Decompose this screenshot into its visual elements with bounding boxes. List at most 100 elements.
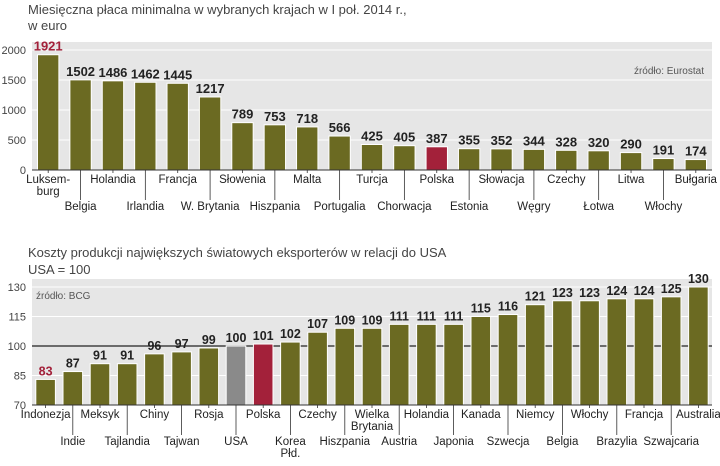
chart2-value-label: 109 xyxy=(362,313,383,327)
chart1-ytick-label: 0 xyxy=(20,165,26,177)
chart2-bar xyxy=(579,300,600,406)
chart2-title: Koszty produkcji największych światowych… xyxy=(28,245,447,260)
chart2-bar xyxy=(62,371,84,406)
chart2-bar xyxy=(416,323,437,406)
chart1-value-label: 1502 xyxy=(66,64,95,79)
chart1-xtick-label: Luksem- xyxy=(26,174,70,186)
chart2-subtitle: USA = 100 xyxy=(28,262,91,277)
chart1-xtick-label: Turcja xyxy=(356,174,388,186)
chart1-bar xyxy=(652,158,675,171)
chart2-source: źródło: BCG xyxy=(36,291,91,302)
chart1-value-label: 1217 xyxy=(196,81,225,96)
chart2-xtick-label: Kanada xyxy=(461,409,501,421)
chart2-bar xyxy=(660,296,682,406)
chart1-bar xyxy=(587,150,610,171)
chart1-source: źródło: Eurostat xyxy=(634,66,704,77)
chart1-xtick-label: Słowenia xyxy=(219,174,266,186)
chart2-ytick-label: 85 xyxy=(14,371,26,383)
chart2-xtick-label: Płd. xyxy=(280,448,300,460)
chart2-xtick-label: Wielka xyxy=(355,409,390,421)
chart1-title: Miesięczna płaca minimalna w wybranych k… xyxy=(28,2,407,17)
chart1-bar xyxy=(619,152,643,171)
chart2-bar xyxy=(497,314,519,406)
chart2-bar xyxy=(361,327,383,406)
chart1-xtick-label: Bułgaria xyxy=(675,174,718,186)
chart1-xtick-label: Czechy xyxy=(547,174,586,186)
chart2-xtick-label: Włochy xyxy=(571,409,609,421)
chart2-value-label: 102 xyxy=(280,327,301,341)
chart1-bar xyxy=(360,144,384,171)
chart1-value-label: 1462 xyxy=(131,66,160,81)
chart2-value-label: 124 xyxy=(634,284,655,298)
chart1-xtick-label: Słowacja xyxy=(479,174,526,186)
chart2-value-label: 111 xyxy=(444,309,464,323)
chart1-bar xyxy=(457,148,481,171)
chart2-xtick-label: Meksyk xyxy=(81,409,120,421)
chart2-bar xyxy=(225,345,247,406)
chart2-xtick-label: Australia xyxy=(676,409,720,421)
chart1-value-label: 355 xyxy=(458,133,480,148)
chart1-bar xyxy=(37,54,60,171)
chart1-xtick-label: Irlandia xyxy=(126,201,164,213)
chart1-value-label: 1921 xyxy=(34,39,63,54)
chart2-value-label: 91 xyxy=(93,349,107,363)
chart1-xtick-label: Polska xyxy=(419,174,454,186)
chart2-xtick-label: Brazylia xyxy=(596,436,638,448)
chart1-xtick-label: burg xyxy=(37,186,60,198)
chart2-bar xyxy=(116,363,138,406)
chart1-value-label: 320 xyxy=(588,135,610,150)
chart1-xtick-label: Włochy xyxy=(645,201,683,213)
chart2-xtick-label: Japonia xyxy=(433,436,474,448)
chart1-bar xyxy=(198,96,222,171)
chart1-bar xyxy=(101,80,125,171)
chart1-xtick-label: Portugalia xyxy=(314,201,366,213)
chart2-bar xyxy=(89,363,111,406)
chart1-value-label: 328 xyxy=(555,134,577,149)
chart2-bar xyxy=(606,298,628,406)
chart2-value-label: 91 xyxy=(120,349,134,363)
chart1-xtick-label: Łotwa xyxy=(583,201,614,213)
chart1-xtick-label: Belgia xyxy=(65,201,98,213)
chart1-ytick-label: 500 xyxy=(8,135,26,147)
chart1-value-label: 174 xyxy=(685,144,707,159)
chart2-ytick-label: 100 xyxy=(8,341,26,353)
chart1-ytick-label: 2000 xyxy=(2,45,26,57)
chart1-xtick-label: Hiszpania xyxy=(250,201,301,213)
chart2-ytick-label: 130 xyxy=(8,282,26,294)
chart1-ytick-label: 1000 xyxy=(2,105,26,117)
chart2-xtick-label: Austria xyxy=(381,436,417,448)
chart2-value-label: 121 xyxy=(525,290,546,304)
chart1-bar xyxy=(490,148,513,171)
chart2-value-label: 111 xyxy=(417,309,437,323)
chart2-value-label: 100 xyxy=(226,331,247,345)
chart1-ytick-label: 1500 xyxy=(2,75,26,87)
chart2-value-label: 115 xyxy=(471,302,491,316)
chart2-xtick-label: Hiszpania xyxy=(320,436,371,448)
chart1-value-label: 344 xyxy=(523,133,545,148)
chart2-value-label: 123 xyxy=(552,286,573,300)
chart1-value-label: 789 xyxy=(232,107,254,122)
chart1-bar xyxy=(328,135,351,171)
chart1-xtick-label: Francja xyxy=(159,174,198,186)
chart1-value-label: 566 xyxy=(329,120,351,135)
chart2-bar xyxy=(633,298,655,406)
chart2-bar xyxy=(252,343,274,406)
chart1-bar xyxy=(134,81,157,171)
chart2-bar xyxy=(524,304,546,406)
chart1-bar xyxy=(231,122,254,171)
chart2-bar xyxy=(171,351,192,406)
chart1-bar xyxy=(166,82,189,171)
chart2-bar xyxy=(307,331,328,406)
chart2-bar xyxy=(280,341,301,406)
chart2-bar xyxy=(388,323,410,406)
chart2-xtick-label: Indonezja xyxy=(21,409,71,421)
chart2-value-label: 99 xyxy=(202,333,216,347)
chart2-value-label: 116 xyxy=(498,300,518,314)
chart2-xtick-label: Holandia xyxy=(404,409,450,421)
chart1-xtick-label: Malta xyxy=(293,174,322,186)
chart1-value-label: 718 xyxy=(296,111,318,126)
chart1-value-label: 405 xyxy=(394,130,416,145)
chart1-subtitle: w euro xyxy=(28,18,68,33)
chart2-xtick-label: Francja xyxy=(625,409,664,421)
